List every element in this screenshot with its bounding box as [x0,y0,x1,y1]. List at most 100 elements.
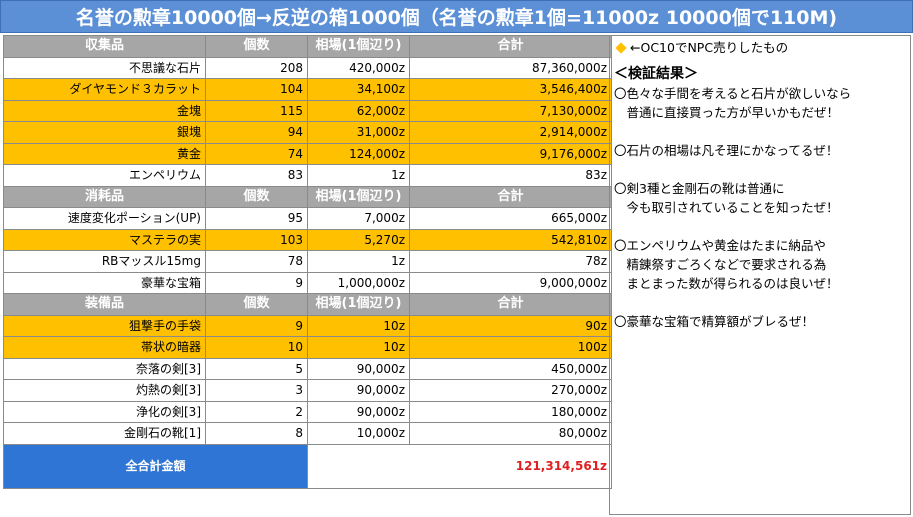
item-name: ダイヤモンド３カラット [3,78,206,101]
item-price: 90,000z [307,379,410,402]
item-total: 9,176,000z [409,142,612,165]
item-name: 豪華な宝箱 [3,271,206,294]
column-header: 個数 [205,185,308,208]
item-price: 420,000z [307,56,410,79]
column-header: 収集品 [3,35,206,58]
column-header: 合計 [409,185,612,208]
notes-list: 〇色々な手間を考えると石片が欲しいなら 普通に直接買った方が早いかもだぜ！ 〇石片… [614,84,906,331]
table-row: 銀塊 94 31,000z 2,914,000z [3,121,612,144]
page-title: 名誉の勲章10000個→反逆の箱1000個（名誉の勲章1個=11000z 100… [0,0,913,33]
item-name: 浄化の剣[3] [3,400,206,423]
column-header: 合計 [409,35,612,58]
item-price: 10,000z [307,422,410,445]
item-price: 10z [307,336,410,359]
note-item: 〇エンペリウムや黄金はたまに納品や 精錬祭すごろくなどで要求される為 まとまった… [614,238,839,291]
item-price: 10z [307,314,410,337]
item-price: 1z [307,164,410,187]
item-price: 5,270z [307,228,410,251]
note-item: 〇石片の相場は凡そ理にかなってるぜ！ [614,143,839,158]
item-qty: 95 [205,207,308,230]
item-price: 62,000z [307,99,410,122]
table-row: ダイヤモンド３カラット 104 34,100z 3,546,400z [3,78,612,101]
table-row: 帯状の暗器 10 10z 100z [3,336,612,359]
notes-panel: ←OC10でNPC売りしたもの ＜検証結果＞ 〇色々な手間を考えると石片が欲しい… [609,35,911,515]
item-total: 3,546,400z [409,78,612,101]
item-qty: 10 [205,336,308,359]
item-name: RBマッスル15mg [3,250,206,273]
note-item: 〇剣3種と金剛石の靴は普通に 今も取引されていることを知ったぜ！ [614,181,839,215]
item-qty: 74 [205,142,308,165]
grand-total-label: 全合計金額 [3,443,308,489]
item-name: 奈落の剣[3] [3,357,206,380]
item-name: 不思議な石片 [3,56,206,79]
item-qty: 8 [205,422,308,445]
item-price: 90,000z [307,357,410,380]
section-header-row: 消耗品 個数 相場(1個辺り) 合計 [3,185,612,208]
column-header: 相場(1個辺り) [307,35,410,58]
item-price: 90,000z [307,400,410,423]
column-header: 装備品 [3,293,206,316]
column-header: 個数 [205,293,308,316]
item-total: 90z [409,314,612,337]
table-row: 速度変化ポーション(UP) 95 7,000z 665,000z [3,207,612,230]
item-name: 黄金 [3,142,206,165]
item-name: 金塊 [3,99,206,122]
item-price: 1z [307,250,410,273]
grand-total-row: 全合計金額 121,314,561z [3,443,612,489]
item-name: マステラの実 [3,228,206,251]
table-row: マステラの実 103 5,270z 542,810z [3,228,612,251]
item-total: 9,000,000z [409,271,612,294]
legend-text: ←OC10でNPC売りしたもの [630,40,789,55]
item-total: 180,000z [409,400,612,423]
item-name: 金剛石の靴[1] [3,422,206,445]
table-row: 黄金 74 124,000z 9,176,000z [3,142,612,165]
item-qty: 208 [205,56,308,79]
item-total: 78z [409,250,612,273]
section-header-row: 収集品 個数 相場(1個辺り) 合計 [3,35,612,58]
table-row: 金塊 115 62,000z 7,130,000z [3,99,612,122]
item-price: 31,000z [307,121,410,144]
item-total: 542,810z [409,228,612,251]
item-name: 灼熱の剣[3] [3,379,206,402]
item-name: 狙撃手の手袋 [3,314,206,337]
item-price: 1,000,000z [307,271,410,294]
table-row: エンペリウム 83 1z 83z [3,164,612,187]
section-header-row: 装備品 個数 相場(1個辺り) 合計 [3,293,612,316]
item-total: 7,130,000z [409,99,612,122]
notes-heading: ＜検証結果＞ [614,66,698,82]
item-total: 450,000z [409,357,612,380]
item-qty: 3 [205,379,308,402]
item-qty: 78 [205,250,308,273]
table-row: 奈落の剣[3] 5 90,000z 450,000z [3,357,612,380]
item-qty: 2 [205,400,308,423]
item-total: 270,000z [409,379,612,402]
item-total: 80,000z [409,422,612,445]
item-name: エンペリウム [3,164,206,187]
legend: ←OC10でNPC売りしたもの [614,38,906,57]
note-item: 〇色々な手間を考えると石片が欲しいなら 普通に直接買った方が早いかもだぜ！ [614,86,852,120]
table-row: 金剛石の靴[1] 8 10,000z 80,000z [3,422,612,445]
column-header: 相場(1個辺り) [307,293,410,316]
grand-total-value: 121,314,561z [307,443,612,489]
table-row: 灼熱の剣[3] 3 90,000z 270,000z [3,379,612,402]
item-qty: 83 [205,164,308,187]
item-name: 帯状の暗器 [3,336,206,359]
table-row: 豪華な宝箱 9 1,000,000z 9,000,000z [3,271,612,294]
item-table: 収集品 個数 相場(1個辺り) 合計 不思議な石片 208 420,000z 87,360,0… [3,35,612,489]
note-item: 〇豪華な宝箱で精算額がブレるぜ！ [614,314,815,329]
column-header: 合計 [409,293,612,316]
item-total: 100z [409,336,612,359]
item-price: 7,000z [307,207,410,230]
column-header: 個数 [205,35,308,58]
item-name: 速度変化ポーション(UP) [3,207,206,230]
column-header: 相場(1個辺り) [307,185,410,208]
item-name: 銀塊 [3,121,206,144]
item-qty: 5 [205,357,308,380]
item-total: 665,000z [409,207,612,230]
item-total: 87,360,000z [409,56,612,79]
item-total: 83z [409,164,612,187]
item-total: 2,914,000z [409,121,612,144]
diamond-icon [615,41,627,54]
table-row: 浄化の剣[3] 2 90,000z 180,000z [3,400,612,423]
item-qty: 103 [205,228,308,251]
